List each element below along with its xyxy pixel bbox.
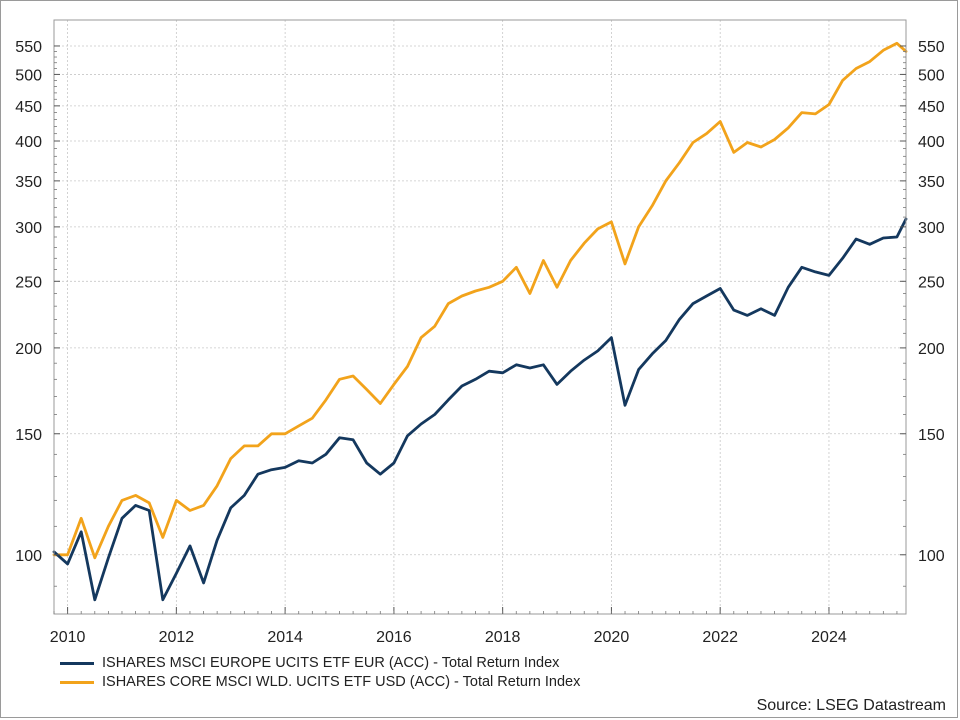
- xtick-label-2018: 2018: [485, 629, 521, 646]
- series-line-europe: [52, 217, 908, 602]
- ytick-label-right-350: 350: [918, 174, 945, 191]
- series-line-world: [52, 41, 908, 560]
- ytick-label-left-200: 200: [15, 341, 42, 358]
- ytick-label-right-100: 100: [918, 548, 945, 565]
- legend-swatch-europe: [60, 662, 94, 665]
- ytick-label-left-300: 300: [15, 220, 42, 237]
- ytick-label-right-500: 500: [918, 67, 945, 84]
- legend-label-world-suffix: - Total Return Index: [450, 674, 581, 690]
- legend-item-world: ISHARES CORE MSCI WLD. UCITS ETF USD (AC…: [60, 673, 580, 692]
- ytick-label-left-100: 100: [15, 548, 42, 565]
- legend: ISHARES MSCI EUROPE UCITS ETF EUR (ACC) …: [60, 654, 580, 692]
- legend-swatch-world: [60, 681, 94, 684]
- plot-border: [53, 19, 907, 615]
- ytick-label-left-400: 400: [15, 134, 42, 151]
- ytick-label-left-550: 550: [15, 39, 42, 56]
- xtick-label-2022: 2022: [702, 629, 738, 646]
- legend-item-europe: ISHARES MSCI EUROPE UCITS ETF EUR (ACC) …: [60, 654, 580, 673]
- ytick-label-right-400: 400: [918, 134, 945, 151]
- ytick-label-right-450: 450: [918, 99, 945, 116]
- ytick-label-right-250: 250: [918, 274, 945, 291]
- ytick-label-left-450: 450: [15, 99, 42, 116]
- ytick-label-left-250: 250: [15, 274, 42, 291]
- legend-label-world: ISHARES CORE MSCI WLD. UCITS ETF USD (AC…: [102, 674, 451, 690]
- axes: 100 100 150 150 200 200 250 250 300 300 350 350 400 4…: [15, 39, 945, 646]
- ytick-label-left-150: 150: [15, 427, 42, 444]
- xtick-label-2010: 2010: [50, 629, 86, 646]
- series-layer: [52, 41, 908, 602]
- ytick-label-right-550: 550: [918, 39, 945, 56]
- ytick-label-right-150: 150: [918, 427, 945, 444]
- ytick-label-left-350: 350: [15, 174, 42, 191]
- ytick-label-right-200: 200: [918, 341, 945, 358]
- xtick-label-2020: 2020: [594, 629, 630, 646]
- ytick-label-right-300: 300: [918, 220, 945, 237]
- source-note: Source: LSEG Datastream: [756, 697, 946, 714]
- xtick-label-2014: 2014: [267, 629, 303, 646]
- grid: [54, 20, 906, 614]
- xtick-label-2016: 2016: [376, 629, 412, 646]
- legend-label-europe: ISHARES MSCI EUROPE UCITS ETF EUR (ACC) …: [102, 655, 560, 671]
- xtick-label-2024: 2024: [811, 629, 847, 646]
- xtick-label-2012: 2012: [159, 629, 195, 646]
- ytick-label-left-500: 500: [15, 67, 42, 84]
